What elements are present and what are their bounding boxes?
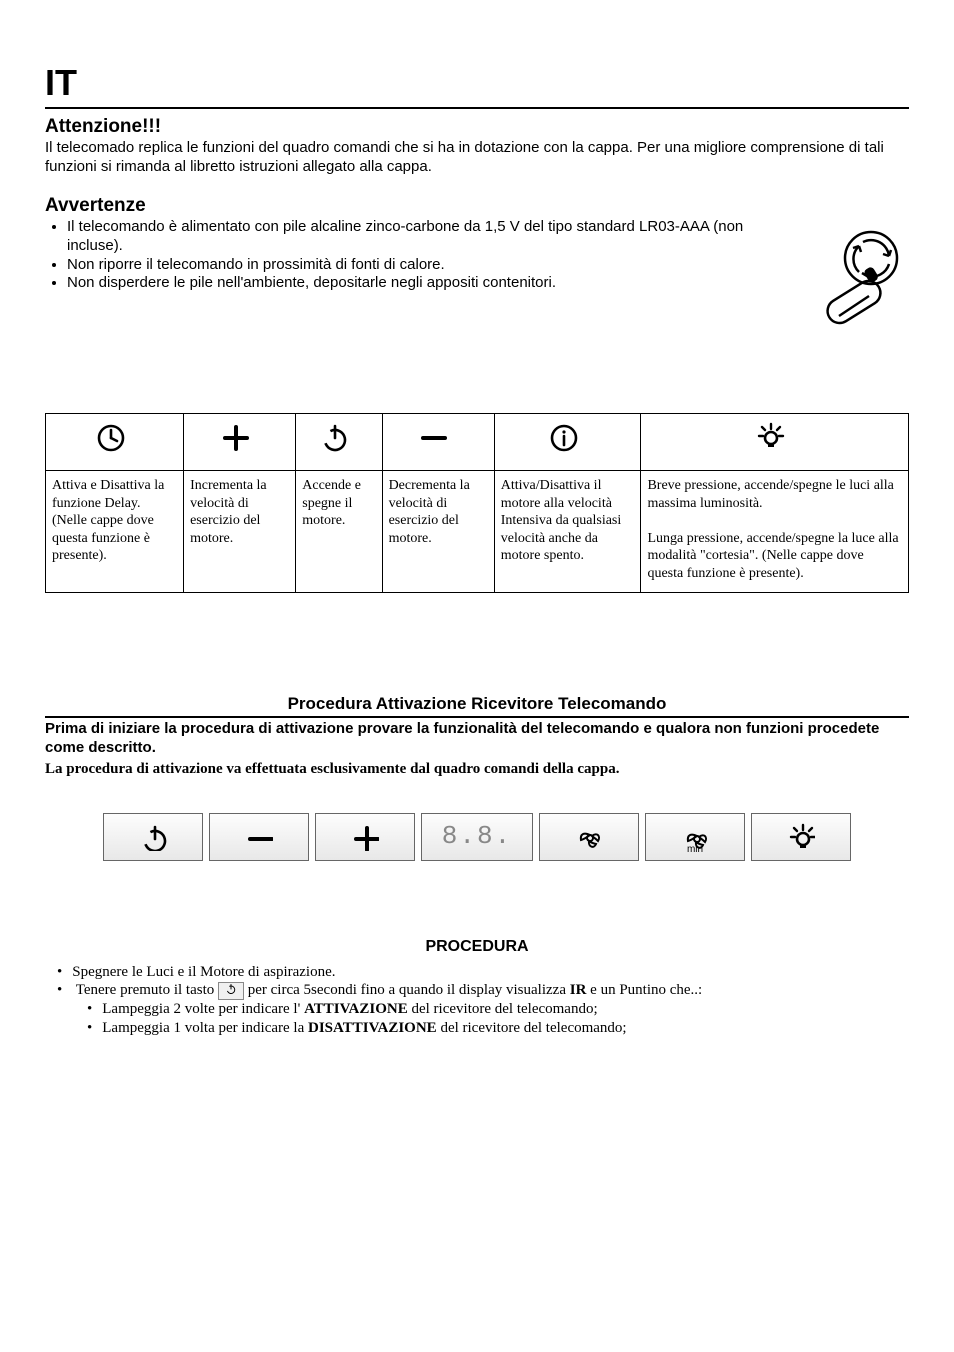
activation-note: La procedura di attivazione va effettuat… bbox=[45, 760, 909, 779]
panel-min-label: min bbox=[687, 844, 703, 857]
functions-table: Attiva e Disattiva la funzione Delay. (N… bbox=[45, 413, 909, 593]
warning-item: Il telecomando è alimentato con pile alc… bbox=[67, 218, 785, 256]
panel-fan-button[interactable] bbox=[539, 813, 639, 861]
col-icon-clock bbox=[46, 414, 184, 471]
col-icon-info bbox=[494, 414, 641, 471]
col-icon-minus bbox=[382, 414, 494, 471]
panel-minus-button[interactable] bbox=[209, 813, 309, 861]
warnings-list: Il telecomando è alimentato con pile alc… bbox=[45, 218, 785, 293]
inline-power-icon bbox=[218, 982, 244, 1000]
activation-title: Procedura Attivazione Ricevitore Telecom… bbox=[45, 693, 909, 718]
activation-intro: Prima di iniziare la procedura di attiva… bbox=[45, 720, 909, 758]
attention-text: Il telecomado replica le funzioni del qu… bbox=[45, 139, 909, 177]
step: Tenere premuto il tasto per circa 5secon… bbox=[57, 981, 909, 1037]
warnings-title: Avvertenze bbox=[45, 194, 909, 218]
control-panel: 8.8. min bbox=[45, 807, 909, 867]
func-desc: Incrementa la velocità di esercizio del … bbox=[184, 471, 296, 593]
step: Spegnere le Luci e il Motore di aspirazi… bbox=[57, 963, 909, 982]
func-desc: Decrementa la velocità di esercizio del … bbox=[382, 471, 494, 593]
panel-plus-button[interactable] bbox=[315, 813, 415, 861]
procedure-title: PROCEDURA bbox=[45, 937, 909, 957]
warning-item: Non riporre il telecomando in prossimità… bbox=[67, 256, 785, 275]
attention-title: Attenzione!!! bbox=[45, 115, 909, 139]
panel-power-button[interactable] bbox=[103, 813, 203, 861]
col-icon-power bbox=[296, 414, 382, 471]
substep: Lampeggia 1 volta per indicare la DISATT… bbox=[87, 1019, 909, 1038]
language-code: IT bbox=[45, 60, 909, 109]
panel-light-button[interactable] bbox=[751, 813, 851, 861]
col-icon-plus bbox=[184, 414, 296, 471]
func-desc: Breve pressione, accende/spegne le luci … bbox=[641, 471, 909, 593]
func-desc: Attiva e Disattiva la funzione Delay. (N… bbox=[46, 471, 184, 593]
panel-display: 8.8. bbox=[421, 813, 533, 861]
procedure-steps: Spegnere le Luci e il Motore di aspirazi… bbox=[45, 963, 909, 1038]
panel-fan-min-button[interactable]: min bbox=[645, 813, 745, 861]
substep: Lampeggia 2 volte per indicare l' ATTIVA… bbox=[87, 1000, 909, 1019]
func-desc: Accende e spegne il motore. bbox=[296, 471, 382, 593]
battery-recycle-icon bbox=[803, 224, 913, 344]
func-desc: Attiva/Disattiva il motore alla velocità… bbox=[494, 471, 641, 593]
warning-item: Non disperdere le pile nell'ambiente, de… bbox=[67, 274, 785, 293]
col-icon-light bbox=[641, 414, 909, 471]
